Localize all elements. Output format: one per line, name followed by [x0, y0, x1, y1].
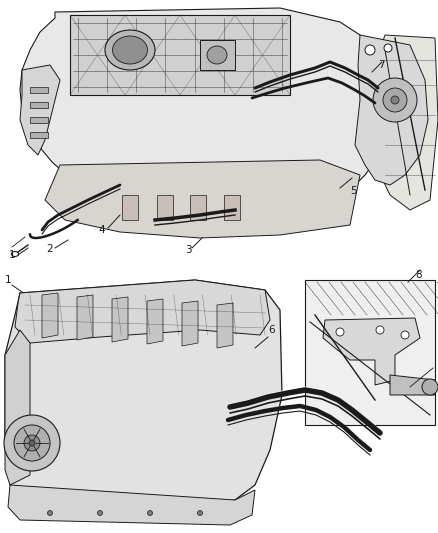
Circle shape: [365, 45, 375, 55]
Circle shape: [98, 511, 102, 515]
Bar: [224, 195, 240, 220]
Circle shape: [422, 379, 438, 395]
Polygon shape: [20, 8, 390, 222]
Circle shape: [383, 88, 407, 112]
Polygon shape: [42, 293, 58, 338]
Bar: [70, 15, 290, 95]
Polygon shape: [182, 301, 198, 346]
Ellipse shape: [207, 46, 227, 64]
Bar: [200, 40, 235, 70]
Circle shape: [14, 425, 50, 461]
Circle shape: [401, 331, 409, 339]
Polygon shape: [5, 280, 282, 503]
Circle shape: [24, 435, 40, 451]
Circle shape: [198, 511, 202, 515]
Polygon shape: [372, 35, 438, 210]
Circle shape: [47, 511, 53, 515]
Polygon shape: [147, 299, 163, 344]
Bar: [30, 117, 48, 123]
Text: 7: 7: [378, 60, 385, 70]
Circle shape: [336, 328, 344, 336]
Text: 1: 1: [9, 250, 15, 260]
Text: 8: 8: [415, 270, 422, 280]
Text: 2: 2: [47, 244, 53, 254]
Polygon shape: [5, 330, 30, 485]
Polygon shape: [77, 295, 93, 340]
Ellipse shape: [113, 36, 148, 64]
Text: 3: 3: [185, 245, 191, 255]
Circle shape: [373, 78, 417, 122]
Circle shape: [376, 326, 384, 334]
Text: 5: 5: [350, 186, 357, 196]
Bar: [122, 195, 138, 220]
Text: 1: 1: [5, 275, 11, 285]
Bar: [305, 280, 435, 425]
Polygon shape: [112, 297, 128, 342]
Circle shape: [4, 415, 60, 471]
Circle shape: [391, 96, 399, 104]
Bar: [190, 195, 206, 220]
Ellipse shape: [105, 30, 155, 70]
Bar: [30, 102, 48, 108]
Bar: [157, 195, 173, 220]
Text: 4: 4: [99, 225, 105, 235]
Polygon shape: [45, 160, 360, 238]
Polygon shape: [390, 375, 435, 395]
Circle shape: [29, 440, 35, 446]
Bar: [30, 87, 48, 93]
Polygon shape: [8, 485, 255, 525]
Polygon shape: [355, 35, 428, 185]
Bar: [30, 132, 48, 138]
Text: 6: 6: [268, 325, 276, 335]
Circle shape: [148, 511, 152, 515]
Polygon shape: [20, 65, 60, 155]
Circle shape: [384, 44, 392, 52]
Polygon shape: [15, 280, 270, 343]
Ellipse shape: [11, 252, 18, 256]
Polygon shape: [217, 303, 233, 348]
Polygon shape: [323, 318, 420, 385]
